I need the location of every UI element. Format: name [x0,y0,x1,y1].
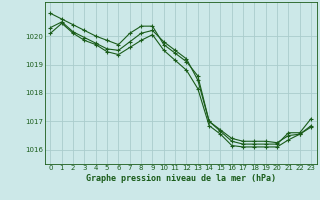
X-axis label: Graphe pression niveau de la mer (hPa): Graphe pression niveau de la mer (hPa) [86,174,276,183]
